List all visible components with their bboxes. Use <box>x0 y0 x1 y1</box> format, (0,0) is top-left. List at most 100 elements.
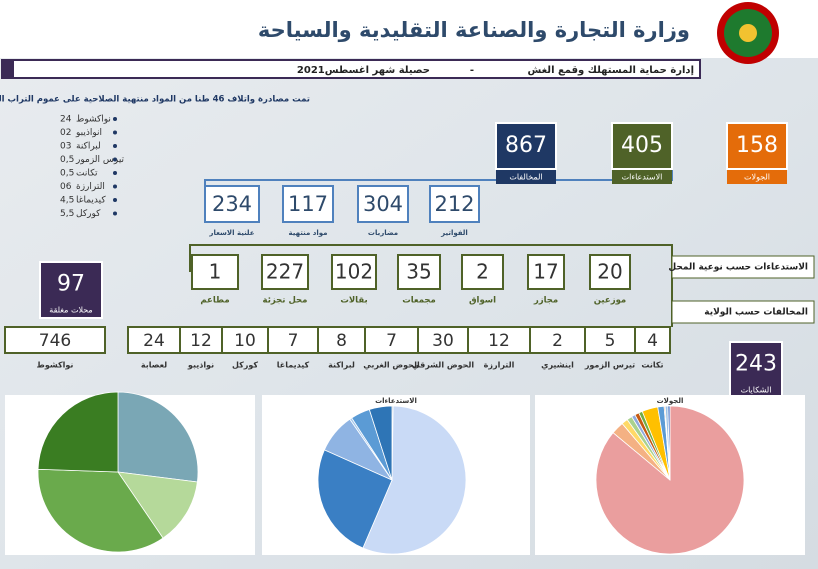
note-value: 4,5 <box>60 196 74 206</box>
location-label: مجمعات <box>402 296 436 306</box>
section-label-box <box>671 300 815 324</box>
location-value: 35 <box>406 260 431 284</box>
pie-slice <box>667 405 671 481</box>
note-label: لبراكنة <box>76 142 101 152</box>
location-label: مطاعم <box>200 296 229 306</box>
location-value: 102 <box>335 260 373 284</box>
stat-value: 97 <box>57 271 85 296</box>
subtitle-accent <box>2 60 14 78</box>
pie-slice <box>368 405 393 481</box>
type-label: مواد منتهية <box>289 229 328 237</box>
pie-slice <box>595 405 745 555</box>
region-cell <box>467 326 531 354</box>
location-box <box>191 254 239 290</box>
pie-slice <box>37 391 119 473</box>
bullet <box>113 157 117 162</box>
bullet <box>113 130 117 135</box>
stat-label: محلات مغلقة <box>49 306 92 315</box>
region-label: نواكشوط <box>37 361 74 370</box>
note-value: 03 <box>60 142 71 152</box>
region-label: كوركل <box>232 361 258 370</box>
location-value: 1 <box>209 260 222 284</box>
type-value: 117 <box>288 192 328 216</box>
pie-slice <box>117 471 198 539</box>
region-value: 12 <box>190 331 212 351</box>
note-label: نواكشوط <box>76 115 111 125</box>
region-label: لبراكنة <box>328 361 355 370</box>
region-cell <box>127 326 181 354</box>
region-label: الحوض الشرقي <box>412 361 475 371</box>
region-value: 2 <box>552 331 563 351</box>
region-label: كيديماغا <box>277 361 310 370</box>
title: وزارة التجارة والصناعة التقليدية والسياح… <box>258 18 690 42</box>
location-box <box>331 254 377 290</box>
location-box <box>261 254 309 290</box>
region-cell <box>634 326 671 354</box>
type-value: 234 <box>212 192 252 216</box>
separator: - <box>470 65 474 76</box>
section-label: الاستدعاءات حسب نوعية المحل <box>668 263 808 273</box>
region-value: 8 <box>336 331 347 351</box>
pie-title: الاستدعاءات <box>375 397 417 405</box>
stat-box <box>39 261 103 319</box>
region-label: تيرس الزمور <box>584 361 635 371</box>
type-label: مضاربات <box>368 229 398 237</box>
kpi-value: 867 <box>505 133 547 158</box>
kpi-label: المخالفات <box>509 173 542 182</box>
type-box <box>429 185 480 223</box>
region-label: الحوض الغربي <box>363 361 420 371</box>
location-label: محل تجزئة <box>263 296 308 306</box>
type-box <box>204 185 260 223</box>
bullet <box>113 198 117 202</box>
note-value: 06 <box>60 182 72 192</box>
location-label: موزعين <box>594 296 626 306</box>
type-label: علنية الاسعار <box>208 229 254 237</box>
region-label: اينشيري <box>541 361 574 370</box>
note-value: 02 <box>60 128 71 138</box>
region-value: 12 <box>488 331 510 351</box>
region-value: 24 <box>143 331 165 351</box>
kpi-label-bg <box>612 170 672 184</box>
kpi-box <box>611 122 673 170</box>
location-value: 17 <box>533 260 558 284</box>
section-label: المخالفات حسب الولاية <box>704 308 808 318</box>
location-value: 2 <box>476 260 489 284</box>
region-cell <box>267 326 319 354</box>
stat-value: 243 <box>735 351 777 376</box>
location-label: بقالات <box>340 296 367 306</box>
logo-star <box>739 24 757 42</box>
region-label: نواذيبو <box>187 361 214 370</box>
period: حصيلة شهر اغسطس2021 <box>297 65 430 76</box>
region-value: 746 <box>39 331 71 351</box>
region-value: 7 <box>288 331 299 351</box>
type-box <box>357 185 409 223</box>
note-label: تكانت <box>76 169 98 179</box>
bullet <box>113 184 117 189</box>
type-value: 212 <box>434 192 474 216</box>
department: إدارة حماية المستهلك وقمع الغش <box>528 65 694 76</box>
note-label: الترارزة <box>76 182 105 192</box>
kpi-box <box>726 122 788 170</box>
region-value: 10 <box>234 331 256 351</box>
note-text: تمت مصادرة واتلاف 46 طنا من المواد منتهي… <box>0 95 310 105</box>
section-label-box <box>671 255 815 279</box>
region-value: 4 <box>647 331 658 351</box>
region-label: لعصابة <box>141 361 167 370</box>
region-value: 30 <box>432 331 454 351</box>
note-value: 24 <box>60 115 72 125</box>
location-value: 227 <box>266 260 304 284</box>
kpi-label-bg <box>496 170 556 184</box>
pie-slice <box>37 468 164 553</box>
note-value: 0,5 <box>60 169 74 179</box>
region-value: 7 <box>386 331 397 351</box>
pie-title: الجولات <box>657 397 684 405</box>
kpi-box <box>495 122 557 170</box>
kpi-label: الجولات <box>744 173 770 182</box>
location-value: 20 <box>597 260 622 284</box>
location-box <box>589 254 631 290</box>
pie-slice <box>362 405 467 555</box>
region-cell <box>529 326 586 354</box>
stat-box <box>729 341 783 399</box>
